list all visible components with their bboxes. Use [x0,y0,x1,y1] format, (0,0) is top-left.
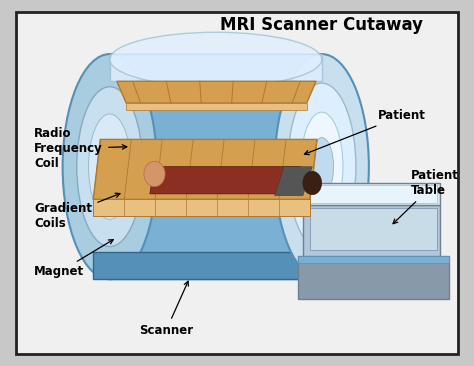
Polygon shape [298,255,449,263]
Polygon shape [303,205,439,255]
Ellipse shape [144,161,165,187]
Polygon shape [310,185,437,203]
Ellipse shape [63,54,157,279]
Ellipse shape [89,114,131,219]
Ellipse shape [303,171,322,195]
Polygon shape [298,255,449,299]
Text: Gradient
Coils: Gradient Coils [35,193,120,230]
Text: MRI Scanner Cutaway: MRI Scanner Cutaway [220,16,423,34]
Polygon shape [110,54,322,279]
Polygon shape [110,54,322,81]
Ellipse shape [110,32,322,87]
Polygon shape [93,252,310,279]
Ellipse shape [288,83,356,250]
Text: Patient: Patient [304,109,426,155]
Text: Magnet: Magnet [35,240,113,279]
Polygon shape [303,183,439,205]
Ellipse shape [274,54,369,279]
Text: Patient
Table: Patient Table [393,169,459,224]
Polygon shape [150,167,301,194]
Text: Radio
Frequency
Coil: Radio Frequency Coil [35,127,127,170]
Polygon shape [126,103,307,111]
Ellipse shape [77,87,143,247]
Polygon shape [93,199,310,216]
Ellipse shape [310,138,334,196]
Text: Scanner: Scanner [139,281,193,337]
Polygon shape [93,139,317,199]
FancyBboxPatch shape [16,12,458,354]
Polygon shape [117,81,316,103]
Ellipse shape [301,112,343,221]
Polygon shape [274,167,312,196]
Polygon shape [310,208,437,250]
